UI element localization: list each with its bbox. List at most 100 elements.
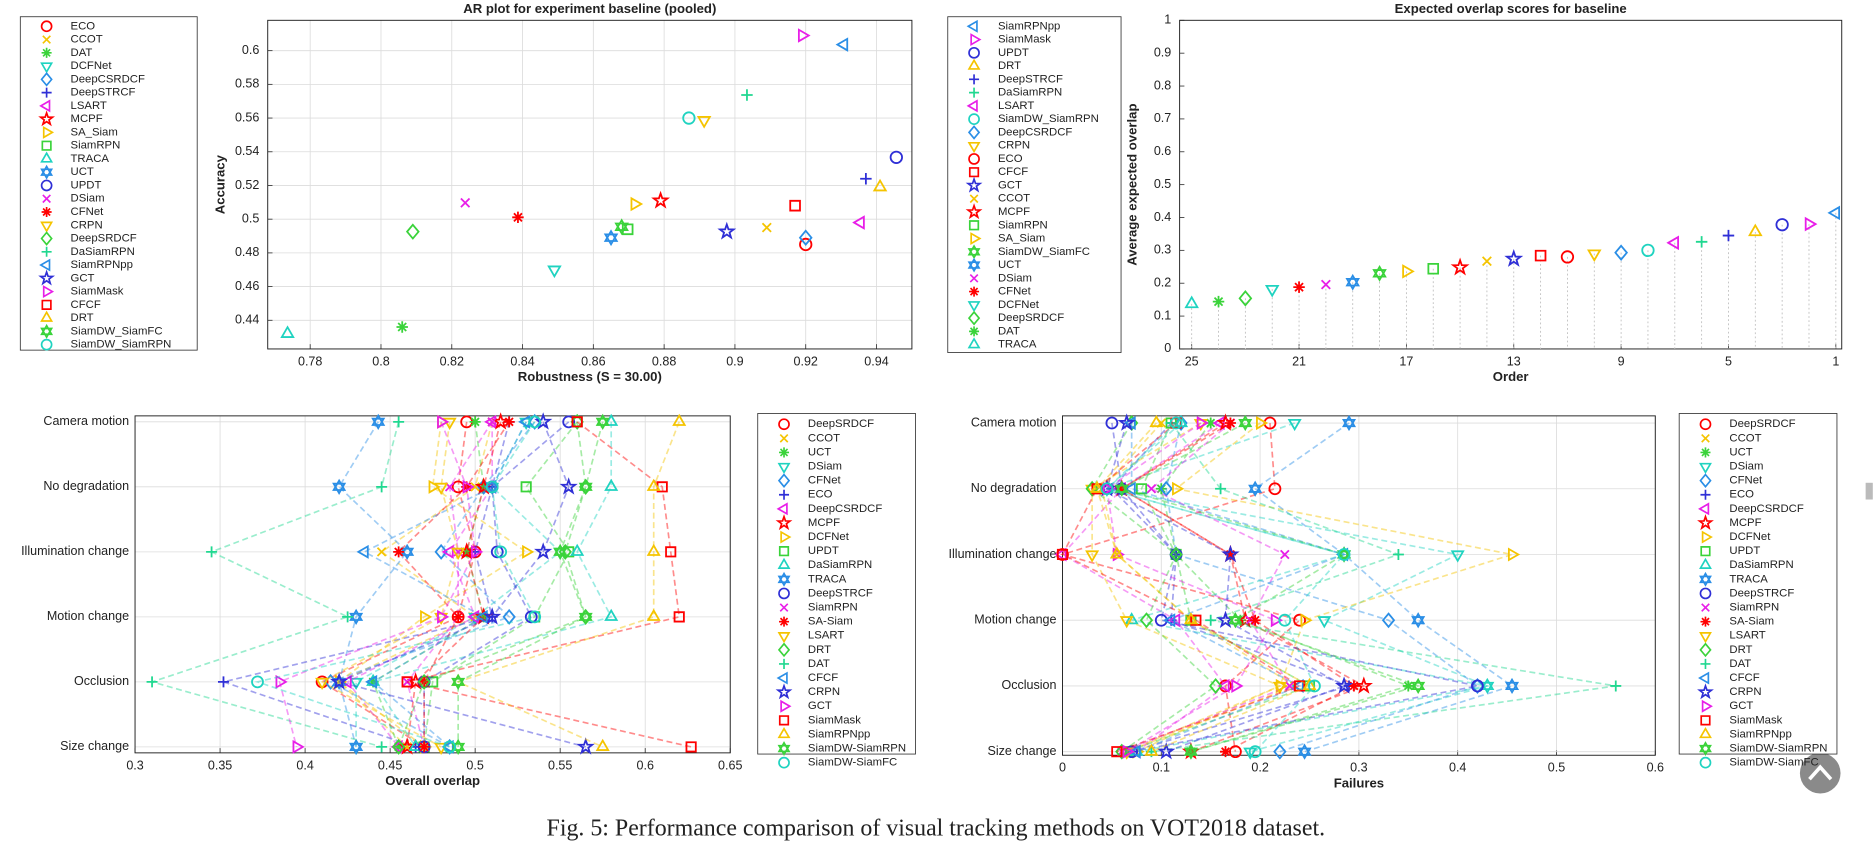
y-tick-label: 0.56 xyxy=(235,110,259,124)
series-line xyxy=(1091,422,1282,753)
y-tick-label: 0.58 xyxy=(235,77,259,91)
data-point xyxy=(1470,677,1485,694)
data-point xyxy=(1297,743,1312,760)
y-tick-label: 0 xyxy=(1164,341,1171,355)
series-line xyxy=(397,421,587,748)
legend-label: SiamMask xyxy=(998,34,1051,46)
data-point xyxy=(1587,249,1602,263)
data-point xyxy=(391,738,406,755)
series-line xyxy=(1106,422,1277,753)
data-point xyxy=(1480,677,1495,690)
legend-marker xyxy=(40,20,53,33)
legend-label: CCOT xyxy=(71,34,103,46)
data-point xyxy=(417,673,431,690)
scroll-top-button[interactable] xyxy=(1799,752,1841,794)
x-tick-label: 9 xyxy=(1618,354,1625,368)
series-line xyxy=(1126,422,1312,753)
data-point xyxy=(1117,413,1136,431)
data-point xyxy=(1085,480,1099,497)
data-point xyxy=(1291,678,1304,693)
x-tick-label: 0.6 xyxy=(1647,761,1664,775)
scrollbar-thumb[interactable] xyxy=(1865,482,1873,500)
series-line xyxy=(355,421,562,747)
legend-marker xyxy=(777,741,791,757)
legend-marker xyxy=(41,299,52,310)
x-tick-label: 0.92 xyxy=(794,354,818,368)
series-line xyxy=(1151,422,1616,753)
data-point xyxy=(251,675,264,689)
legend-label: DeepSRDCF xyxy=(71,233,137,245)
data-point xyxy=(1090,480,1105,493)
data-point xyxy=(1139,612,1154,629)
x-tick-label: 0.4 xyxy=(296,758,313,772)
data-point xyxy=(1114,480,1129,497)
data-point xyxy=(1123,481,1136,496)
data-point xyxy=(534,542,553,560)
legend-label: DeepCSRDCF xyxy=(998,126,1072,138)
legend-label: SiamDW-SiamFC xyxy=(808,757,897,769)
legend-label: DSiam xyxy=(998,272,1032,284)
data-point xyxy=(494,545,508,559)
legend-marker xyxy=(968,113,980,125)
legend-label: DaSiamRPN xyxy=(808,559,872,571)
legend-label: CFCF xyxy=(71,299,101,311)
x-tick-label: 0.88 xyxy=(652,354,676,368)
data-point xyxy=(1238,414,1253,432)
data-point xyxy=(1238,290,1253,307)
series-line xyxy=(278,421,477,748)
data-point xyxy=(553,543,568,560)
legend-marker xyxy=(967,58,981,70)
legend-marker xyxy=(40,231,53,246)
data-point xyxy=(604,478,619,491)
plot-area xyxy=(267,20,912,349)
legend-label: DeepSTRCF xyxy=(808,587,873,599)
legend-label: DAT xyxy=(998,325,1020,337)
legend-label: UCT xyxy=(71,166,94,178)
legend-label: DRT xyxy=(808,644,831,656)
y-tick-label: 1 xyxy=(1164,13,1171,27)
legend-label: DCFNet xyxy=(998,299,1040,311)
series-line xyxy=(1120,422,1366,753)
data-point xyxy=(646,478,661,491)
legend-label: LSART xyxy=(998,100,1034,112)
data-point xyxy=(393,546,405,558)
data-point xyxy=(1402,264,1415,279)
legend-marker xyxy=(967,125,981,140)
axes-box xyxy=(134,415,731,754)
legend-label: UPDT xyxy=(71,179,102,191)
legend-marker xyxy=(967,141,981,154)
series-line xyxy=(1120,422,1356,753)
legend-label: DSiam xyxy=(71,193,105,205)
legend-marker xyxy=(39,99,51,113)
series-line xyxy=(1096,422,1312,753)
data-point xyxy=(1273,743,1287,760)
x-axis-label: Failures xyxy=(1334,776,1384,791)
legend-label: LSART xyxy=(71,100,107,112)
data-point xyxy=(365,674,378,689)
series-line xyxy=(337,421,493,748)
y-tick-label: 0.6 xyxy=(1154,144,1171,158)
y-axis-label: Average expected overlap xyxy=(1125,104,1140,266)
legend-label: LSART xyxy=(1729,630,1765,642)
data-point xyxy=(485,480,499,494)
legend-marker xyxy=(1699,557,1712,569)
legend-marker xyxy=(779,658,790,669)
legend-marker xyxy=(40,179,53,192)
data-point xyxy=(570,413,584,430)
legend-marker xyxy=(38,110,56,127)
data-point xyxy=(1190,614,1202,626)
data-point xyxy=(491,412,510,430)
scroll-top-icon[interactable] xyxy=(1808,764,1833,781)
data-point xyxy=(1124,612,1139,625)
y-tick-label: Occlusion xyxy=(1001,678,1056,692)
legend-marker xyxy=(1700,546,1711,557)
legend-label: TRACA xyxy=(808,573,847,585)
legend-label: SiamRPNpp xyxy=(998,20,1060,32)
legend-label: ECO xyxy=(71,20,96,32)
data-point xyxy=(418,741,430,753)
data-point xyxy=(1270,613,1284,628)
data-point xyxy=(462,479,475,494)
data-point xyxy=(1450,257,1470,276)
data-point xyxy=(685,741,697,753)
scroll-top-circle[interactable] xyxy=(1799,752,1841,794)
